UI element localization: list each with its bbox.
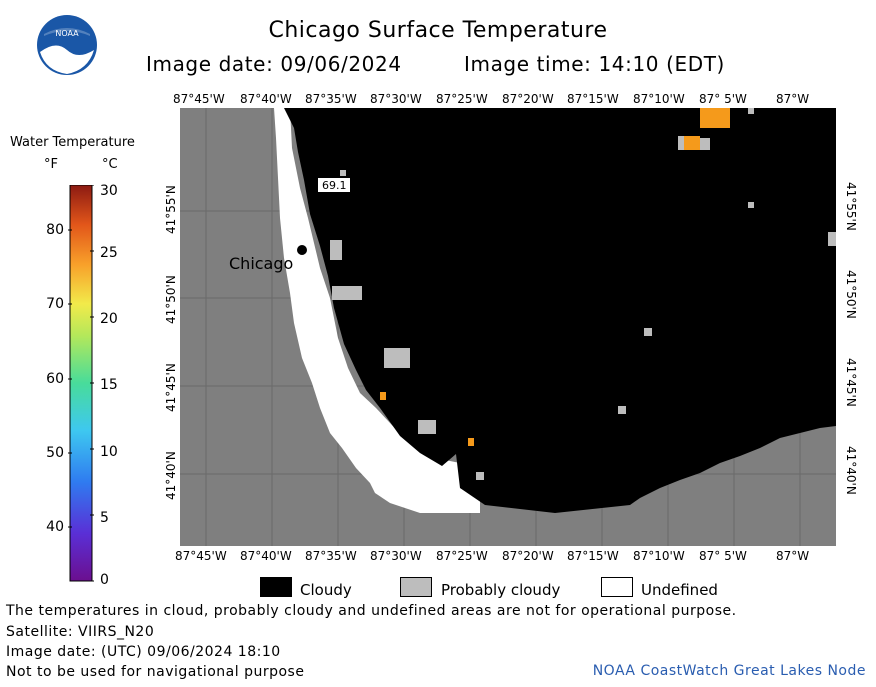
f-tick: 60 [46, 371, 64, 387]
f-tick: 70 [46, 296, 64, 312]
temp-annotation: 69.1 [322, 179, 347, 192]
lon-label: 87°10'W [633, 92, 685, 106]
f-tick: 80 [46, 222, 64, 238]
lon-label: 87°W [776, 92, 810, 106]
lat-label: 41°55'N [164, 185, 178, 234]
c-tick: 20 [100, 311, 118, 327]
lon-label: 87°10'W [633, 549, 685, 563]
lon-label: 87° 5'W [699, 549, 747, 563]
noaa-logo-text: NOAA [55, 29, 79, 38]
key-undefined-swatch [601, 577, 633, 597]
lon-label: 87°45'W [175, 549, 227, 563]
lat-label: 41°50'N [844, 270, 858, 319]
lat-label: 41°55'N [844, 182, 858, 231]
footer-satellite: Satellite: VIIRS_N20 [6, 624, 155, 640]
c-tick: 5 [100, 510, 109, 526]
image-date: Image date: 09/06/2024 [146, 52, 402, 76]
c-tick: 10 [100, 444, 118, 460]
page-title: Chicago Surface Temperature [268, 18, 608, 43]
lon-label: 87°25'W [436, 92, 488, 106]
lat-label: 41°45'N [844, 358, 858, 407]
color-bar [68, 185, 94, 582]
c-tick: 0 [100, 572, 109, 588]
footer-navigation-warning: Not to be used for navigational purpose [6, 664, 305, 680]
key-undefined-label: Undefined [641, 581, 718, 599]
warm-pixels [380, 108, 730, 446]
lat-label: 41°45'N [164, 363, 178, 412]
f-tick: 50 [46, 445, 64, 461]
c-tick: 25 [100, 245, 118, 261]
unit-celsius: °C [102, 157, 118, 172]
lon-label: 87°15'W [567, 92, 619, 106]
undefined-shore [274, 108, 480, 513]
key-probably-cloudy-label: Probably cloudy [441, 581, 561, 599]
lon-label: 87°20'W [502, 549, 554, 563]
lat-label: 41°50'N [164, 275, 178, 324]
lon-label: 87°30'W [370, 92, 422, 106]
lon-label: 87°35'W [305, 92, 357, 106]
lon-label: 87°30'W [370, 549, 422, 563]
key-cloudy-label: Cloudy [300, 581, 352, 599]
lon-label: 87°20'W [502, 92, 554, 106]
noaa-logo-icon: NOAA [37, 15, 97, 75]
temperature-map: 69.1 [180, 108, 836, 546]
footer-credit: NOAA CoastWatch Great Lakes Node [592, 663, 866, 679]
lat-label: 41°40'N [164, 451, 178, 500]
image-time: Image time: 14:10 (EDT) [464, 52, 725, 76]
f-tick: 40 [46, 519, 64, 535]
c-tick: 30 [100, 183, 118, 199]
lon-label: 87°45'W [173, 92, 225, 106]
lon-label: 87°25'W [436, 549, 488, 563]
lon-label: 87°15'W [567, 549, 619, 563]
city-label-chicago: Chicago [229, 254, 294, 273]
key-cloudy-swatch [260, 577, 292, 597]
lon-label: 87°W [776, 549, 810, 563]
unit-fahrenheit: °F [44, 157, 58, 172]
footer-disclaimer: The temperatures in cloud, probably clou… [6, 603, 737, 619]
lat-label: 41°40'N [844, 446, 858, 495]
lon-label: 87° 5'W [699, 92, 747, 106]
lon-label: 87°40'W [240, 549, 292, 563]
lon-label: 87°40'W [240, 92, 292, 106]
cloudy-area [284, 108, 836, 513]
chicago-marker [297, 245, 307, 255]
temp-annotation-box [318, 178, 350, 192]
legend-title: Water Temperature [10, 135, 135, 150]
lon-label: 87°35'W [305, 549, 357, 563]
c-tick: 15 [100, 377, 118, 393]
footer-utc-date: Image date: (UTC) 09/06/2024 18:10 [6, 644, 281, 660]
key-probably-cloudy-swatch [400, 577, 432, 597]
